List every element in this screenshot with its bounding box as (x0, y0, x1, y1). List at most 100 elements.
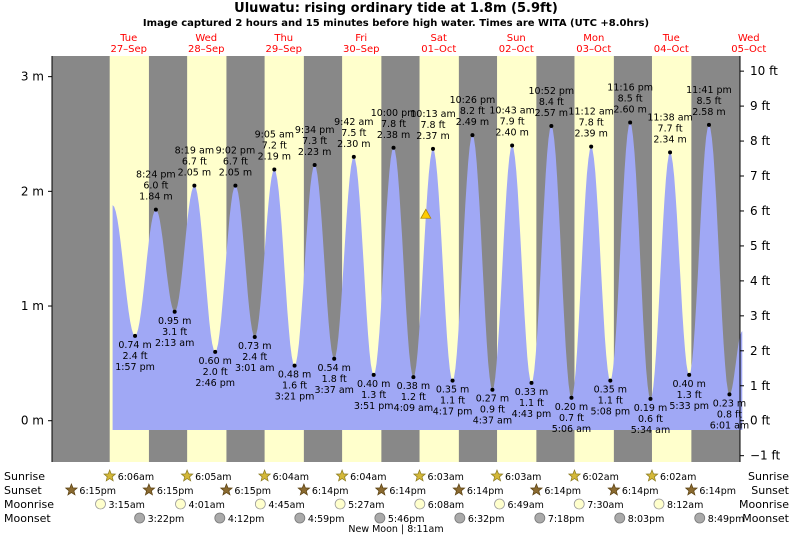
sunrise-icon (567, 469, 582, 482)
tide-feet: 0.9 ft (480, 405, 505, 416)
high-tide-marker (589, 144, 594, 149)
moonset-time: 4:12pm (228, 514, 265, 525)
moonset-time: 3:22pm (148, 514, 185, 525)
low-tide-label: 0.73 m2.4 ft3:01 am (235, 341, 274, 374)
right-tick-label: 1 ft (750, 379, 770, 393)
tide-feet: 1.1 ft (598, 396, 623, 407)
tide-markers (133, 120, 732, 401)
tide-feet: 6.0 ft (143, 181, 168, 192)
high-tide-label: 8:19 am6.7 ft2.05 m (175, 146, 214, 179)
moonrise-row-label: Moonrise (4, 498, 54, 511)
moonrise-icon (414, 498, 426, 510)
right-tick-label: 5 ft (750, 239, 770, 253)
day-name-label: Sat (431, 33, 447, 44)
moonset-icon (694, 512, 706, 524)
tide-time: 4:09 am (394, 403, 433, 414)
tide-time: 3:21 pm (275, 392, 315, 403)
low-tide-marker (529, 380, 534, 385)
left-tick-label: 3 m (21, 70, 44, 84)
low-tide-label: 0.27 m0.9 ft4:37 am (473, 394, 512, 427)
tide-feet: 6.7 ft (223, 157, 248, 168)
low-tide-marker (727, 392, 732, 397)
sunset-time: 6:15pm (234, 486, 271, 497)
tide-time: 8:24 pm (136, 170, 176, 181)
low-tide-label: 0.35 m1.1 ft5:08 pm (590, 385, 630, 418)
tide-time: 10:00 pm (371, 108, 417, 119)
high-tide-label: 8:24 pm6.0 ft1.84 m (136, 170, 176, 203)
tide-time: 5:33 pm (669, 401, 709, 412)
tide-feet: 7.8 ft (381, 119, 406, 130)
moonset-time: 8:49pm (708, 514, 745, 525)
high-tide-label: 10:43 am7.9 ft2.40 m (489, 105, 534, 138)
day-name-label: Sun (507, 33, 526, 44)
sunrise-icon (257, 469, 272, 482)
sunset-row-label: Sunset (4, 484, 42, 497)
right-tick-label: 3 ft (750, 309, 770, 323)
right-tick-label: 6 ft (750, 204, 770, 218)
high-tide-marker (233, 183, 238, 188)
low-tide-marker (133, 333, 138, 338)
high-tide-marker (431, 146, 436, 151)
axes: 3 m 2 m 1 m 0 m 10 ft 9 ft 8 ft 7 ft 6 ft 5 ft 4 f… (21, 33, 781, 463)
tide-metres: 0.33 m (515, 387, 548, 398)
sunset-icon (684, 483, 699, 496)
tide-area (112, 122, 743, 430)
tide-feet: 2.4 ft (123, 351, 148, 362)
sunset-icon (219, 483, 234, 496)
tide-time: 11:12 am (568, 107, 613, 118)
left-tick-label: 1 m (21, 299, 44, 313)
right-tick-label: −1 ft (750, 449, 781, 463)
day-name-label: Thu (273, 33, 293, 44)
tide-labels: 0.74 m2.4 ft1:57 pm 8:24 pm6.0 ft1.84 m 0.… (115, 83, 749, 436)
high-tide-marker (470, 133, 475, 138)
low-tide-label: 0.40 m1.3 ft5:33 pm (669, 379, 709, 412)
high-tide-label: 10:26 pm8.2 ft2.49 m (450, 95, 496, 128)
tide-metres: 0.19 m (634, 403, 667, 414)
tide-time: 9:02 pm (216, 146, 256, 157)
low-tide-label: 0.74 m2.4 ft1:57 pm (115, 340, 155, 373)
moonset-row-label-right: Moonset (742, 512, 789, 525)
sunrise-time: 6:04am (350, 472, 386, 483)
tide-time: 4:43 pm (512, 409, 552, 420)
tide-metres: 2.37 m (416, 131, 449, 142)
tide-metres: 0.60 m (198, 356, 231, 367)
right-tick-label: 8 ft (750, 134, 770, 148)
right-tick-label: 0 ft (750, 414, 770, 428)
tide-feet: 7.9 ft (500, 116, 525, 127)
low-tide-label: 0.38 m1.2 ft4:09 am (394, 381, 433, 414)
low-tide-marker (371, 372, 376, 377)
tide-metres: 2.57 m (535, 108, 568, 119)
tide-time: 9:42 am (334, 117, 373, 128)
tide-metres: 0.40 m (357, 379, 390, 390)
tide-time: 3:37 am (314, 385, 353, 396)
tide-feet: 8.5 ft (618, 94, 643, 105)
right-tick-label: 10 ft (750, 64, 778, 78)
day-name-label: Mon (583, 33, 604, 44)
tide-feet: 2.0 ft (203, 367, 228, 378)
tide-time: 10:13 am (410, 109, 455, 120)
tide-time: 3:01 am (235, 363, 274, 374)
moonrise-icon (653, 498, 665, 510)
low-tide-label: 0.40 m1.3 ft3:51 pm (354, 379, 394, 412)
day-name-label: Tue (119, 33, 137, 44)
tide-time: 10:43 am (489, 105, 534, 116)
sunset-time: 6:14pm (389, 486, 426, 497)
high-tide-marker (549, 123, 554, 128)
tide-feet: 7.7 ft (658, 123, 683, 134)
moonset-icon (374, 512, 386, 524)
low-tide-label: 0.23 m0.8 ft6:01 am (710, 398, 749, 431)
sunset-time: 6:14pm (544, 486, 581, 497)
low-tide-marker (490, 387, 495, 392)
tide-time: 11:16 pm (607, 83, 653, 94)
tide-metres: 0.38 m (397, 381, 430, 392)
left-tick-label: 0 m (21, 414, 44, 428)
tide-feet: 0.6 ft (638, 414, 663, 425)
sunset-time: 6:14pm (467, 486, 504, 497)
sunset-icon (529, 483, 544, 496)
tide-feet: 7.2 ft (262, 141, 287, 152)
high-tide-label: 11:12 am7.8 ft2.39 m (568, 107, 613, 140)
low-tide-marker (608, 378, 613, 383)
tide-metres: 2.40 m (495, 127, 528, 138)
tide-feet: 0.8 ft (717, 409, 742, 420)
sunrise-time: 6:02am (660, 472, 696, 483)
